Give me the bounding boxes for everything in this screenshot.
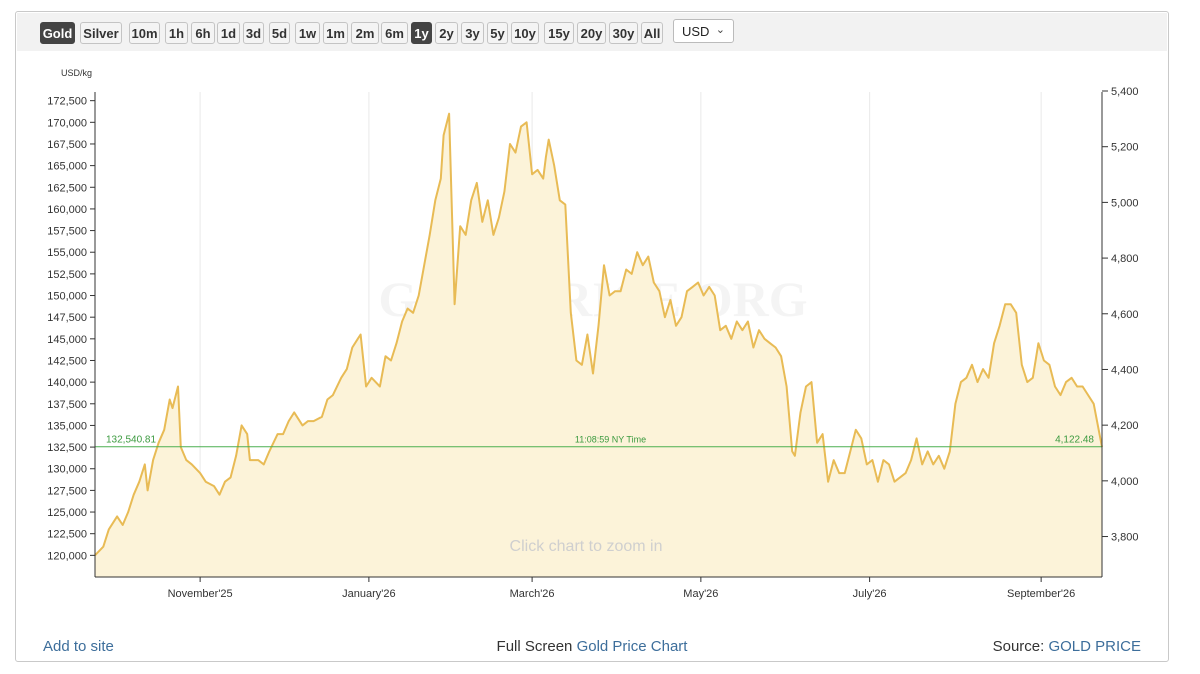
left-tick-label: 137,500 — [47, 399, 87, 411]
metal-button-silver[interactable]: Silver — [80, 22, 122, 44]
add-to-site-link[interactable]: Add to site — [43, 638, 114, 655]
range-button-all[interactable]: All — [641, 22, 663, 44]
left-tick-label: 145,000 — [47, 334, 87, 346]
footer-source: Source: GOLD PRICE — [993, 638, 1141, 655]
range-button-1d[interactable]: 1d — [217, 22, 240, 44]
left-tick-label: 167,500 — [47, 139, 87, 151]
x-axis: November'25 January'26 March'26 May'26 July'… — [95, 576, 1102, 600]
chevron-down-icon: ⌄ — [715, 24, 725, 36]
range-button-30y[interactable]: 30y — [609, 22, 638, 44]
range-button-3d[interactable]: 3d — [243, 22, 264, 44]
currency-value: USD — [682, 23, 710, 39]
x-tick-label: January'26 — [342, 588, 395, 600]
left-tick-label: 172,500 — [47, 96, 87, 108]
range-button-3y[interactable]: 3y — [461, 22, 484, 44]
left-tick-label: 147,500 — [47, 312, 87, 324]
range-button-1m[interactable]: 1m — [323, 22, 348, 44]
right-tick-label: 4,800 — [1111, 253, 1139, 265]
x-tick-label: March'26 — [510, 588, 555, 600]
right-tick-label: 5,400 — [1111, 86, 1139, 98]
left-tick-label: 157,500 — [47, 226, 87, 238]
left-tick-label: 155,000 — [47, 247, 87, 259]
left-tick-label: 150,000 — [47, 291, 87, 303]
right-tick-label: 4,200 — [1111, 420, 1139, 432]
range-button-2y[interactable]: 2y — [435, 22, 458, 44]
current-price-right-label: 4,122.48 — [1055, 435, 1094, 446]
left-tick-label: 122,500 — [47, 529, 87, 541]
source-text: Source: — [992, 638, 1045, 655]
range-button-1w[interactable]: 1w — [295, 22, 320, 44]
left-tick-label: 170,000 — [47, 117, 87, 129]
range-button-10m[interactable]: 10m — [129, 22, 160, 44]
left-tick-label: 162,500 — [47, 182, 87, 194]
range-button-5y[interactable]: 5y — [487, 22, 508, 44]
left-axis: 120,000 122,500 125,000 127,500 130,000 132,5… — [47, 92, 96, 577]
x-tick-label: May'26 — [683, 588, 718, 600]
range-button-1y[interactable]: 1y — [411, 22, 432, 44]
left-tick-label: 160,000 — [47, 204, 87, 216]
x-tick-label: September'26 — [1007, 588, 1075, 600]
left-tick-label: 130,000 — [47, 464, 87, 476]
x-tick-label: July'26 — [853, 588, 887, 600]
right-tick-label: 3,800 — [1111, 532, 1139, 544]
zoom-hint: Click chart to zoom in — [510, 538, 663, 555]
gold-price-source-link[interactable]: GOLD PRICE — [1048, 638, 1141, 655]
range-button-10y[interactable]: 10y — [511, 22, 539, 44]
left-tick-label: 132,500 — [47, 442, 87, 454]
range-button-6m[interactable]: 6m — [381, 22, 408, 44]
footer-center: Full Screen Gold Price Chart — [16, 638, 1168, 655]
right-tick-label: 5,200 — [1111, 142, 1139, 154]
right-tick-label: 5,000 — [1111, 197, 1139, 209]
toolbar: Gold Silver 10m 1h 6h 1d 3d 5d 1w 1m 2m 6m 1y 2y 3y 5y 1… — [17, 13, 1167, 51]
right-tick-label: 4,000 — [1111, 476, 1139, 488]
left-tick-label: 125,000 — [47, 507, 87, 519]
currency-select[interactable]: USD ⌄ — [673, 19, 734, 43]
left-tick-label: 152,500 — [47, 269, 87, 281]
range-button-20y[interactable]: 20y — [577, 22, 606, 44]
x-tick-label: November'25 — [168, 588, 233, 600]
left-tick-label: 135,000 — [47, 420, 87, 432]
range-button-5d[interactable]: 5d — [269, 22, 290, 44]
gold-price-chart[interactable]: GOLDPRICE.ORG 132,540.81 11:08:59 NY Tim… — [16, 12, 1168, 624]
range-button-2m[interactable]: 2m — [351, 22, 379, 44]
chart-widget: Gold Silver 10m 1h 6h 1d 3d 5d 1w 1m 2m 6m 1y 2y 3y 5y 1… — [15, 11, 1169, 662]
footer: Add to site Full Screen Gold Price Chart… — [16, 636, 1168, 660]
gold-price-chart-link[interactable]: Gold Price Chart — [576, 638, 688, 655]
full-screen-text: Full Screen — [496, 638, 573, 655]
right-tick-label: 4,400 — [1111, 364, 1139, 376]
right-axis: 3,800 4,000 4,200 4,400 4,600 4,800 5,000 5,200… — [1101, 86, 1139, 577]
range-button-6h[interactable]: 6h — [191, 22, 215, 44]
left-tick-label: 165,000 — [47, 161, 87, 173]
price-line — [94, 112, 1103, 556]
metal-button-gold[interactable]: Gold — [40, 22, 75, 44]
left-tick-label: 142,500 — [47, 355, 87, 367]
current-price-left-label: 132,540.81 — [106, 435, 156, 446]
range-button-15y[interactable]: 15y — [544, 22, 574, 44]
left-tick-label: 120,000 — [47, 550, 87, 562]
range-button-1h[interactable]: 1h — [165, 22, 188, 44]
current-time-label: 11:08:59 NY Time — [575, 435, 646, 445]
left-tick-label: 140,000 — [47, 377, 87, 389]
right-tick-label: 4,600 — [1111, 309, 1139, 321]
left-axis-unit-label: USD/kg — [61, 68, 92, 78]
price-area — [95, 113, 1102, 577]
left-tick-label: 127,500 — [47, 485, 87, 497]
